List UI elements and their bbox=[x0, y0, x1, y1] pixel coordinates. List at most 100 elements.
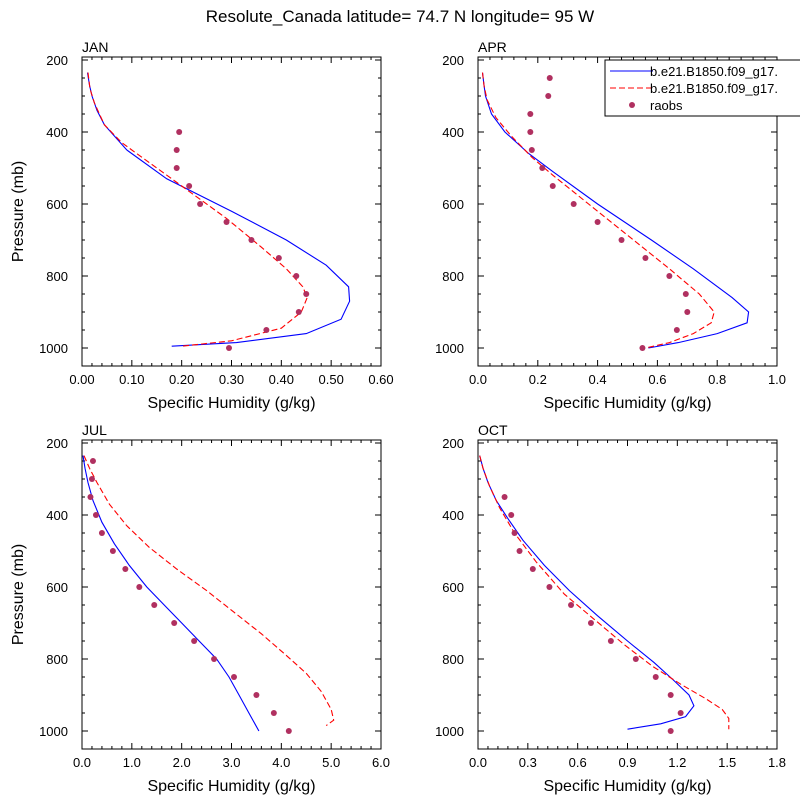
x-tick-label: 5.0 bbox=[322, 755, 340, 770]
y-tick-label: 200 bbox=[46, 436, 68, 451]
x-tick-label: 0.0 bbox=[469, 755, 487, 770]
raobs-point bbox=[673, 327, 680, 333]
x-tick-label: 1.0 bbox=[123, 755, 141, 770]
raobs-point bbox=[528, 147, 535, 153]
y-tick-label: 1000 bbox=[435, 724, 464, 739]
raobs-point bbox=[87, 494, 94, 500]
raobs-point bbox=[211, 656, 218, 662]
raobs-point bbox=[303, 291, 310, 297]
panel-label: OCT bbox=[478, 422, 508, 438]
x-tick-label: 1.5 bbox=[718, 755, 736, 770]
raobs-point bbox=[607, 638, 614, 644]
x-tick-label: 0.8 bbox=[708, 372, 726, 387]
raobs-point bbox=[594, 219, 601, 225]
model-line-solid bbox=[86, 72, 351, 347]
x-tick-label: 1.8 bbox=[768, 755, 786, 770]
y-tick-label: 400 bbox=[442, 508, 464, 523]
raobs-point bbox=[546, 584, 553, 590]
raobs-point bbox=[285, 728, 292, 734]
raobs-point bbox=[652, 674, 659, 680]
raobs-point bbox=[151, 602, 158, 608]
raobs-point bbox=[226, 345, 233, 351]
raobs-point bbox=[549, 183, 556, 189]
model-line-solid bbox=[481, 72, 750, 349]
figure-title: Resolute_Canada latitude= 74.7 N longitu… bbox=[206, 7, 594, 26]
x-tick-label: 2.0 bbox=[173, 755, 191, 770]
panel-apr: APR 0.0 0.2 0.4 0.6 0.8 1.0 200 400 600 800 1000 Spe… bbox=[435, 39, 786, 412]
model-line-solid bbox=[82, 455, 260, 732]
x-tick-label: 0.4 bbox=[589, 372, 607, 387]
x-tick-label: 1.2 bbox=[668, 755, 686, 770]
raobs-point bbox=[173, 165, 180, 171]
x-tick-label: 0.0 bbox=[469, 372, 487, 387]
panel-label: JAN bbox=[82, 39, 108, 55]
y-axis-title: Pressure (mb) bbox=[10, 544, 27, 645]
raobs-point bbox=[570, 201, 577, 207]
x-tick-label: 4.0 bbox=[272, 755, 290, 770]
x-axis-title: Specific Humidity (g/kg) bbox=[543, 778, 711, 795]
raobs-point bbox=[568, 602, 575, 608]
x-tick-label: 0.40 bbox=[269, 372, 294, 387]
model-line-dashed bbox=[83, 455, 335, 727]
raobs-point bbox=[223, 219, 230, 225]
x-axis-title: Specific Humidity (g/kg) bbox=[147, 778, 315, 795]
raobs-point bbox=[89, 458, 96, 464]
raobs-point bbox=[516, 548, 523, 554]
legend-item: raobs bbox=[629, 98, 683, 113]
model-line-dashed bbox=[479, 455, 730, 730]
raobs-point bbox=[666, 273, 673, 279]
raobs-point bbox=[682, 291, 689, 297]
raobs-point bbox=[248, 237, 255, 243]
y-tick-label: 400 bbox=[442, 125, 464, 140]
x-tick-label: 1.0 bbox=[768, 372, 786, 387]
raobs-point bbox=[642, 255, 649, 261]
legend-label: b.e21.B1850.f09_g17. bbox=[650, 81, 778, 96]
x-axis-title: Specific Humidity (g/kg) bbox=[543, 395, 711, 412]
x-tick-label: 0.0 bbox=[73, 755, 91, 770]
raobs-point bbox=[508, 512, 515, 518]
x-tick-label: 3.0 bbox=[222, 755, 240, 770]
x-tick-label: 0.6 bbox=[569, 755, 587, 770]
raobs-point bbox=[293, 273, 300, 279]
raobs-point bbox=[632, 656, 639, 662]
raobs-point bbox=[263, 327, 270, 333]
legend-marker-dot bbox=[629, 102, 635, 108]
y-tick-label: 1000 bbox=[435, 341, 464, 356]
y-tick-label: 200 bbox=[442, 53, 464, 68]
raobs-point bbox=[527, 129, 534, 135]
x-tick-label: 0.50 bbox=[319, 372, 344, 387]
raobs-point bbox=[253, 692, 260, 698]
raobs-point bbox=[88, 476, 95, 482]
x-tick-label: 0.20 bbox=[169, 372, 194, 387]
raobs-point bbox=[545, 93, 552, 99]
raobs-point bbox=[270, 710, 277, 716]
y-tick-label: 600 bbox=[46, 197, 68, 212]
legend-item: b.e21.B1850.f09_g17. bbox=[610, 81, 778, 96]
raobs-point bbox=[539, 165, 546, 171]
legend: b.e21.B1850.f09_g17. b.e21.B1850.f09_g17.… bbox=[604, 59, 800, 117]
raobs-point bbox=[122, 566, 129, 572]
raobs-point bbox=[501, 494, 508, 500]
raobs-point bbox=[295, 309, 302, 315]
raobs-point bbox=[546, 75, 553, 81]
y-tick-label: 600 bbox=[442, 197, 464, 212]
raobs-point bbox=[197, 201, 204, 207]
raobs-point bbox=[230, 674, 237, 680]
raobs-point bbox=[275, 255, 282, 261]
raobs-point bbox=[191, 638, 198, 644]
legend-item: b.e21.B1850.f09_g17. bbox=[610, 64, 778, 79]
y-tick-label: 200 bbox=[46, 53, 68, 68]
x-tick-label: 0.10 bbox=[119, 372, 144, 387]
raobs-point bbox=[92, 512, 99, 518]
y-tick-label: 200 bbox=[442, 436, 464, 451]
raobs-point bbox=[667, 692, 674, 698]
y-axis-title: Pressure (mb) bbox=[10, 161, 27, 262]
panel-frame bbox=[477, 56, 778, 367]
raobs-point bbox=[511, 530, 518, 536]
y-tick-label: 400 bbox=[46, 508, 68, 523]
raobs-point bbox=[527, 111, 534, 117]
panel-jul: JUL 0.0 1.0 2.0 3.0 4.0 5.0 6.0 200 400 600 800 1000… bbox=[10, 422, 390, 795]
raobs-point bbox=[677, 710, 684, 716]
x-tick-label: 6.0 bbox=[372, 755, 390, 770]
